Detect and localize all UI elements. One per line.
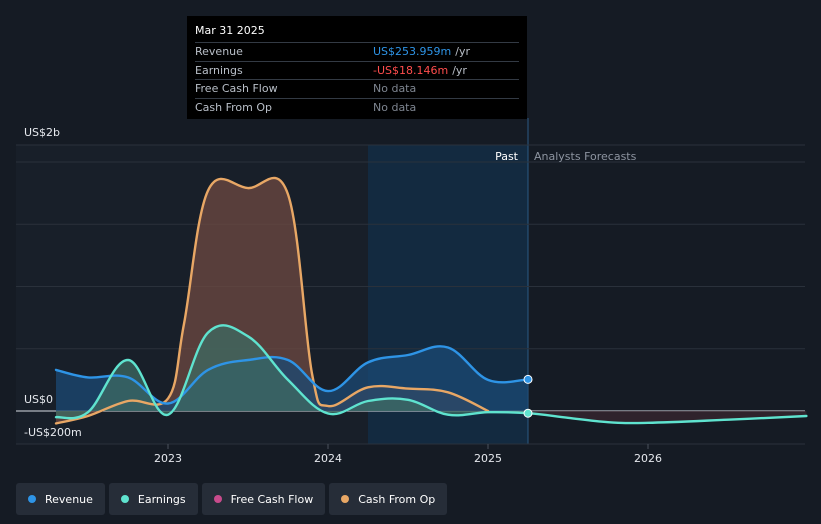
y-axis-top-label: US$2b — [24, 126, 60, 139]
legend-dot-icon — [213, 495, 222, 503]
legend-label: Earnings — [137, 492, 186, 506]
y-axis-zero-label: US$0 — [24, 393, 53, 406]
tooltip-row-name: Revenue — [195, 45, 243, 58]
legend-item-free-cash-flow[interactable]: Free Cash Flow — [201, 483, 326, 515]
legend-label: Free Cash Flow — [230, 492, 314, 506]
tooltip-row-value: No data — [373, 82, 417, 95]
legend-label: Cash From Op — [358, 492, 436, 506]
tooltip-row-unit: /yr — [455, 45, 470, 58]
area-forecast-earnings — [528, 411, 807, 424]
tooltip-row-cash-from-op: Cash From Op No data — [195, 97, 519, 117]
legend-item-revenue[interactable]: Revenue — [16, 483, 105, 515]
tooltip-row-earnings: Earnings -US$18.146m /yr — [195, 60, 519, 80]
legend-dot-icon — [120, 495, 129, 503]
tooltip-row-name: Free Cash Flow — [195, 82, 278, 95]
tooltip-row-value: US$253.959m — [373, 45, 452, 58]
forecast-label: Analysts Forecasts — [534, 150, 637, 163]
tooltip-date: Mar 31 2025 — [195, 24, 265, 37]
legend-item-earnings[interactable]: Earnings — [108, 483, 198, 515]
legend-item-cash-from-op[interactable]: Cash From Op — [329, 483, 448, 515]
x-tick-2024: 2024 — [314, 452, 342, 465]
marker-earnings — [523, 408, 533, 418]
x-tick-2023: 2023 — [154, 452, 182, 465]
legend-dot-icon — [28, 495, 36, 503]
tooltip-row-name: Cash From Op — [195, 100, 273, 114]
tooltip-row-name: Earnings — [195, 63, 243, 77]
hover-tooltip: Mar 31 2025 Revenue US$253.959m /yr Earn… — [187, 16, 527, 119]
tooltip-row-revenue: Revenue US$253.959m /yr — [195, 42, 519, 61]
tooltip-row-unit: /yr — [452, 63, 467, 77]
past-label: Past — [495, 150, 519, 163]
tooltip-row-value: No data — [373, 100, 417, 114]
tooltip-row-value: -US$18.146m — [373, 63, 449, 77]
area-revenue — [56, 346, 528, 411]
area-cash-from-op — [56, 177, 488, 424]
chart-legend: Revenue Earnings Free Cash Flow Cash Fro… — [16, 483, 448, 515]
marker-revenue — [523, 374, 533, 384]
legend-label: Revenue — [45, 492, 93, 506]
line-revenue — [54, 345, 530, 405]
x-tick-2026: 2026 — [634, 452, 662, 465]
line-earnings — [54, 324, 808, 425]
x-tick-2025: 2025 — [474, 452, 502, 465]
y-axis-bottom-label: -US$200m — [24, 426, 82, 439]
tooltip-row-free-cash-flow: Free Cash Flow No data — [195, 79, 519, 98]
line-cash-from-op — [54, 176, 490, 425]
legend-dot-icon — [341, 495, 350, 503]
